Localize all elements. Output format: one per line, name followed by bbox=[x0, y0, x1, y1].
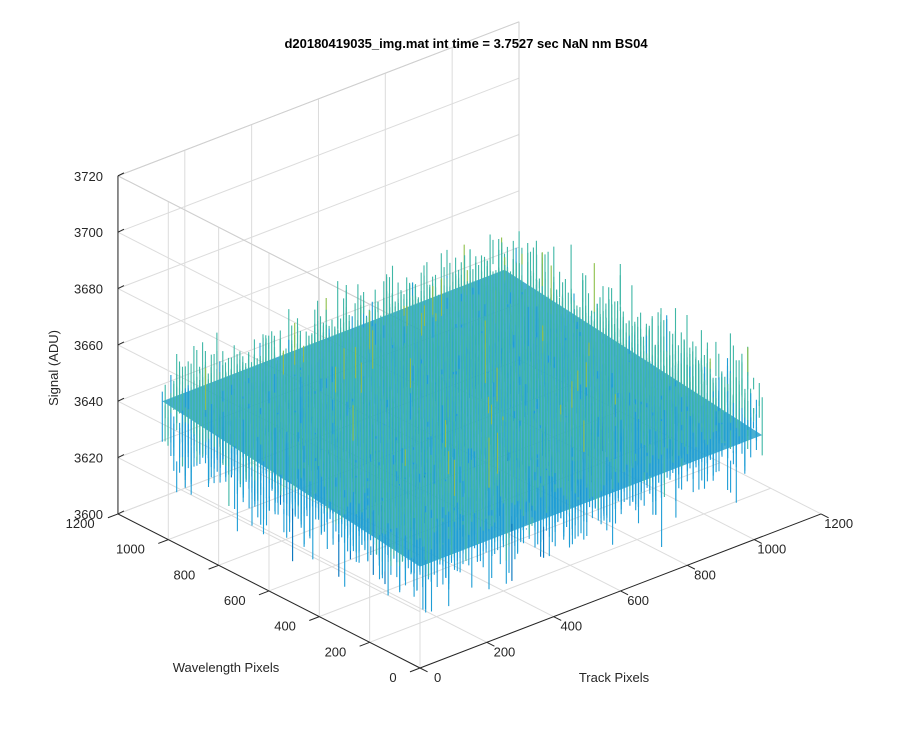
y-tick-label: 400 bbox=[274, 619, 296, 634]
z-tick-label: 3680 bbox=[74, 282, 103, 297]
z-tick bbox=[117, 228, 125, 233]
tick-labels: 0 200 400 600 800 1000 1200 0 200 400 600 800 1000 12… bbox=[66, 169, 853, 685]
y-tick bbox=[208, 564, 219, 570]
y-tick-label: 1200 bbox=[66, 516, 95, 531]
y-tick-label: 800 bbox=[174, 567, 196, 582]
y-tick-label: 0 bbox=[389, 670, 396, 685]
surface-spikes bbox=[419, 377, 763, 578]
z-tick-label: 3640 bbox=[74, 394, 103, 409]
top-edge bbox=[117, 21, 520, 177]
y-tick bbox=[258, 590, 270, 596]
z-tick bbox=[117, 397, 125, 402]
y-tick bbox=[359, 641, 370, 647]
x-tick-label: 0 bbox=[434, 670, 441, 685]
y-tick-label: 200 bbox=[325, 644, 347, 659]
surface-spikes bbox=[422, 391, 758, 612]
y-axis-label: Wavelength Pixels bbox=[173, 660, 280, 675]
z-tick bbox=[117, 341, 125, 346]
x-tick bbox=[687, 564, 696, 570]
surface-spikes bbox=[490, 370, 579, 425]
x-axis-label: Track Pixels bbox=[579, 670, 650, 685]
z-tick-label: 3620 bbox=[74, 451, 103, 466]
x-tick-label: 800 bbox=[694, 567, 716, 582]
x-tick bbox=[553, 616, 562, 621]
x-tick bbox=[486, 641, 495, 647]
y-tick bbox=[409, 667, 421, 673]
y-tick bbox=[309, 616, 320, 621]
top-edge bbox=[117, 175, 421, 331]
x-tick bbox=[820, 513, 829, 519]
z-axis-label: Signal (ADU) bbox=[46, 330, 61, 406]
z-tick bbox=[117, 172, 125, 177]
z-tick bbox=[117, 510, 125, 515]
z-tick-label: 3720 bbox=[74, 169, 103, 184]
x-tick-label: 1200 bbox=[824, 516, 853, 531]
surface-plot bbox=[161, 231, 763, 613]
y-tick bbox=[158, 539, 169, 544]
x-tick bbox=[753, 539, 762, 544]
z-tick bbox=[117, 454, 125, 459]
z-tick-label: 3700 bbox=[74, 225, 103, 240]
x-tick bbox=[620, 590, 629, 596]
z-tick-label: 3600 bbox=[74, 507, 103, 522]
x-tick-label: 1000 bbox=[757, 542, 786, 557]
x-tick-label: 600 bbox=[627, 593, 649, 608]
chart-title: d20180419035_img.mat int time = 3.7527 s… bbox=[284, 36, 648, 51]
z-tick-label: 3660 bbox=[74, 338, 103, 353]
x-tick-label: 200 bbox=[494, 644, 516, 659]
y-tick-label: 1000 bbox=[116, 542, 145, 557]
z-tick bbox=[117, 285, 125, 290]
wall-gridline bbox=[117, 457, 421, 613]
x-tick-label: 400 bbox=[560, 619, 582, 634]
y-tick-label: 600 bbox=[224, 593, 246, 608]
y-tick bbox=[107, 513, 119, 519]
x-tick bbox=[419, 667, 428, 673]
